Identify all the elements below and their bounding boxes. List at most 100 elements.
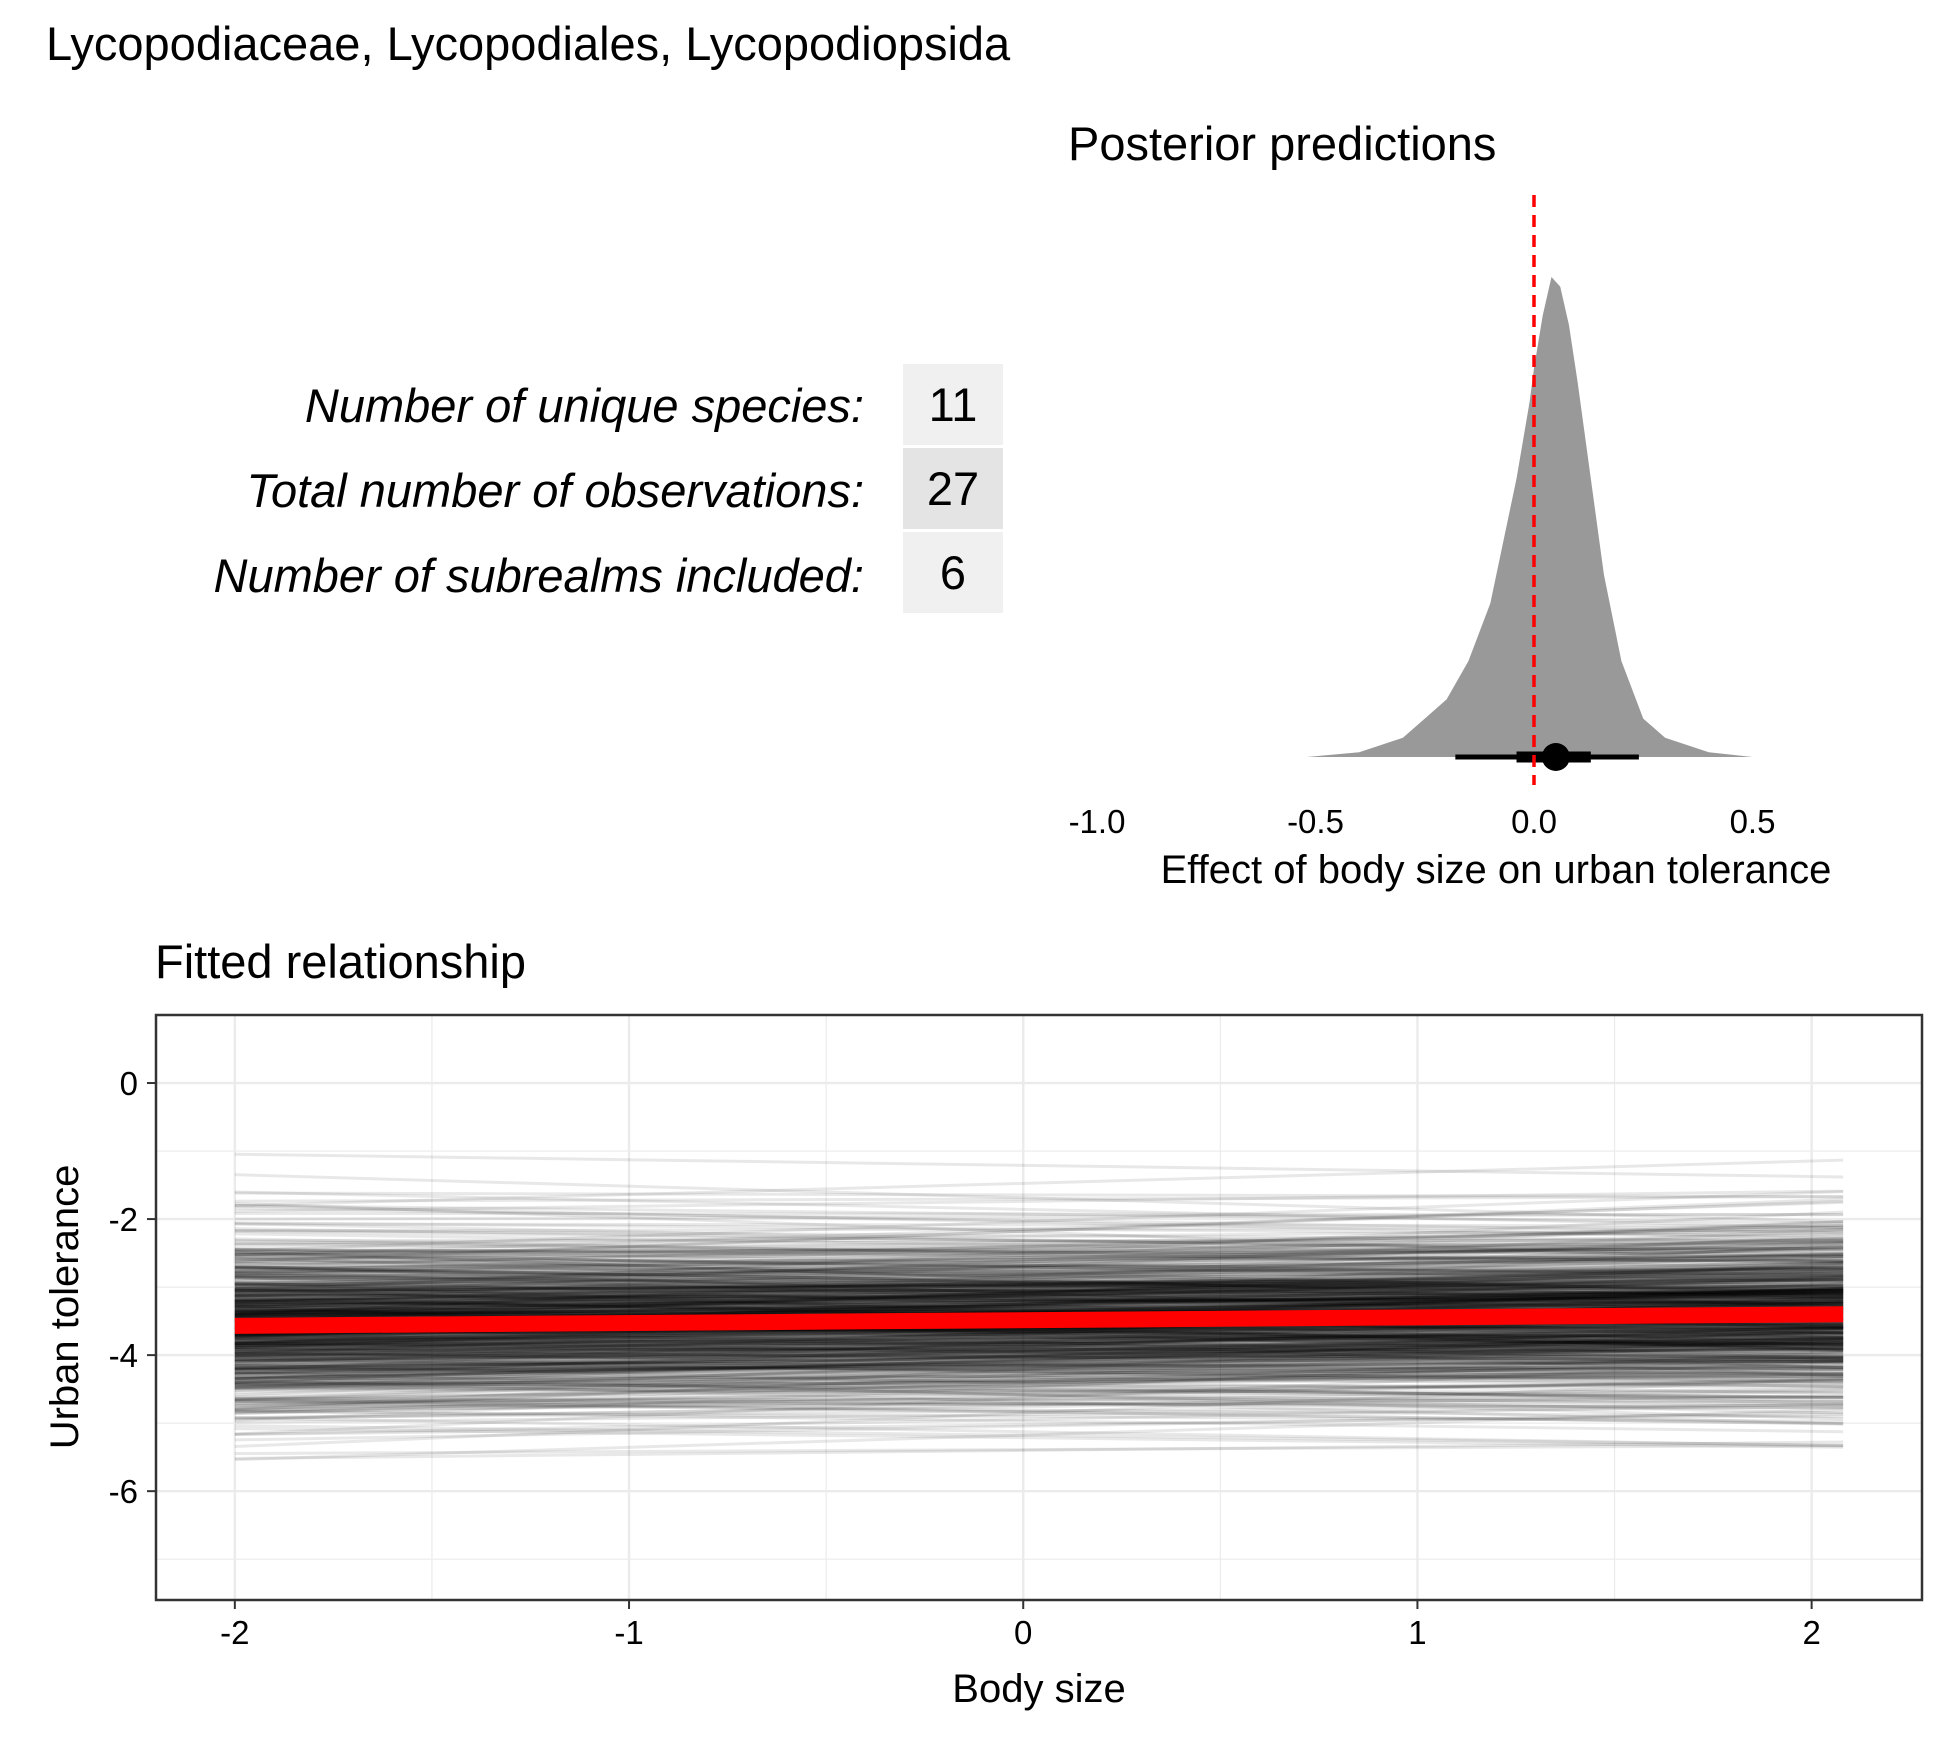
fitted-draw-line: [234, 1321, 1844, 1348]
fitted-draw-line: [234, 1323, 1844, 1340]
fitted-draw-line: [234, 1325, 1844, 1330]
fitted-draw-line: [234, 1311, 1844, 1381]
fitted-draw-line: [234, 1301, 1844, 1352]
fitted-draw-line: [234, 1341, 1844, 1346]
fitted-draw-line: [234, 1382, 1844, 1399]
fitted-draw-line: [234, 1315, 1844, 1350]
fitted-draw-line: [234, 1286, 1844, 1349]
fitted-draw-line: [234, 1322, 1844, 1335]
fitted-draw-line: [234, 1354, 1844, 1406]
fitted-draw-line: [234, 1339, 1844, 1373]
fitted-draw-line: [234, 1274, 1844, 1317]
fitted-draw-line: [234, 1296, 1844, 1304]
fitted-draw-line: [234, 1427, 1844, 1449]
fitted-draw-line: [234, 1293, 1844, 1309]
fitted-draw-line: [234, 1389, 1844, 1421]
fitted-draw-line: [234, 1277, 1844, 1287]
fitted-draw-line: [234, 1301, 1844, 1323]
fitted-draw-line: [234, 1336, 1844, 1363]
fitted-draw-line: [234, 1337, 1844, 1376]
fitted-draw-line: [234, 1299, 1844, 1319]
fitted-draw-line: [234, 1309, 1844, 1326]
fitted-draw-line: [234, 1288, 1844, 1335]
fitted-draw-line: [234, 1341, 1844, 1351]
fitted-draw-line: [234, 1274, 1844, 1293]
fitted-draw-line: [234, 1416, 1844, 1448]
fitted-draw-line: [234, 1304, 1844, 1338]
fitted-draw-line: [234, 1424, 1844, 1447]
fitted-draw-line: [234, 1246, 1844, 1263]
fitted-draw-line: [234, 1236, 1844, 1290]
fitted-draw-line: [234, 1223, 1844, 1273]
fitted-draw-line: [234, 1324, 1844, 1365]
fitted-draw-line: [234, 1378, 1844, 1387]
fitted-draw-line: [234, 1405, 1844, 1424]
fitted-draw-line: [234, 1281, 1844, 1347]
fitted-draw-line: [234, 1287, 1844, 1320]
fitted-draw-line: [234, 1271, 1844, 1278]
fitted-x-tick-label: -1: [614, 1614, 643, 1651]
posterior-x-ticks: -1.0 -0.5 0.0 0.5: [1069, 803, 1776, 840]
fitted-draw-line: [234, 1300, 1844, 1313]
fitted-draw-line: [234, 1304, 1844, 1337]
fitted-draw-line: [234, 1341, 1844, 1372]
fitted-draw-line: [234, 1297, 1844, 1308]
fitted-draw-line: [234, 1305, 1844, 1338]
fitted-draw-line: [234, 1248, 1844, 1263]
fitted-draw-line: [234, 1262, 1844, 1322]
fitted-draw-line: [234, 1330, 1844, 1354]
fitted-draw-line: [234, 1326, 1844, 1354]
fitted-draw-line: [234, 1289, 1844, 1325]
fitted-draw-line: [234, 1294, 1844, 1323]
fitted-draw-line: [234, 1378, 1844, 1426]
fitted-draw-line: [234, 1344, 1844, 1353]
fitted-draw-line: [234, 1311, 1844, 1371]
fitted-draw-line: [234, 1212, 1844, 1221]
fitted-draw-line: [234, 1334, 1844, 1384]
fitted-draw-line: [234, 1319, 1844, 1332]
fitted-draw-line: [234, 1152, 1844, 1179]
fitted-draw-line: [234, 1324, 1844, 1389]
fitted-draw-line: [234, 1351, 1844, 1381]
fitted-draw-line: [234, 1374, 1844, 1386]
fitted-draw-line: [234, 1255, 1844, 1278]
fitted-draw-line: [234, 1296, 1844, 1323]
fitted-draw-line: [234, 1293, 1844, 1317]
fitted-draw-line: [234, 1335, 1844, 1401]
fitted-draw-line: [234, 1309, 1844, 1315]
fitted-draw-line: [234, 1319, 1844, 1347]
fitted-draw-line: [234, 1317, 1844, 1329]
fitted-draw-line: [234, 1289, 1844, 1356]
fitted-draw-line: [234, 1330, 1844, 1370]
fitted-draw-line: [234, 1321, 1844, 1337]
fitted-draw-line: [234, 1265, 1844, 1299]
fitted-draw-line: [234, 1399, 1844, 1409]
fitted-draw-line: [234, 1348, 1844, 1362]
fitted-draw-line: [234, 1346, 1844, 1374]
fitted-draw-line: [234, 1291, 1844, 1318]
fitted-draw-line: [234, 1301, 1844, 1345]
fitted-draw-line: [234, 1241, 1844, 1257]
fitted-draw-line: [234, 1350, 1844, 1377]
fitted-draw-line: [234, 1347, 1844, 1352]
fitted-draw-line: [234, 1277, 1844, 1323]
fitted-draw-line: [234, 1271, 1844, 1285]
fitted-draw-line: [234, 1359, 1844, 1370]
fitted-draw-line: [234, 1276, 1844, 1314]
fitted-draw-line: [234, 1347, 1844, 1352]
fitted-draw-line: [234, 1302, 1844, 1335]
fitted-draw-line: [234, 1297, 1844, 1366]
fitted-draw-line: [234, 1348, 1844, 1362]
fitted-draw-line: [234, 1402, 1844, 1436]
fitted-draw-line: [234, 1296, 1844, 1337]
fitted-draw-line: [234, 1275, 1844, 1290]
fitted-draw-line: [234, 1304, 1844, 1333]
fitted-draw-line: [234, 1326, 1844, 1338]
fitted-draw-line: [234, 1286, 1844, 1345]
fitted-draw-line: [234, 1362, 1844, 1377]
fitted-draw-line: [234, 1345, 1844, 1359]
fitted-draw-line: [234, 1267, 1844, 1287]
fitted-draw-line: [234, 1338, 1844, 1372]
fitted-draw-line: [234, 1253, 1844, 1270]
fitted-draw-line: [234, 1399, 1844, 1425]
